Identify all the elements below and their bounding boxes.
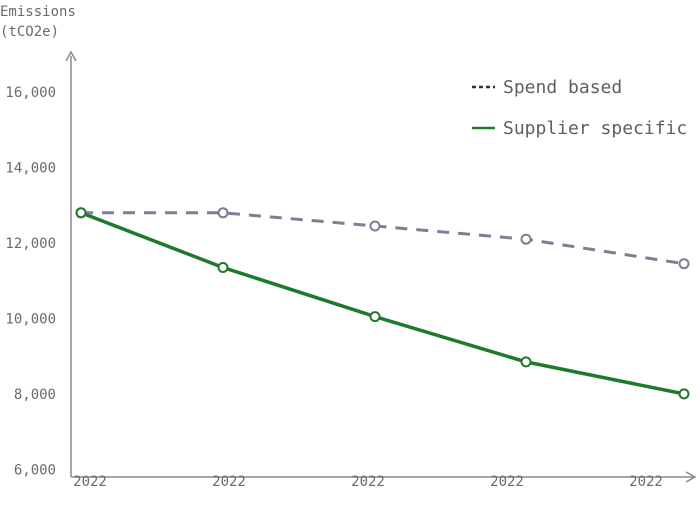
x-tick-label: 2022: [629, 474, 663, 490]
data-point-supplier-specific: [520, 356, 532, 368]
y-tick-labels: 6,000 8,000 10,000 12,000 14,000 16,000: [5, 85, 56, 479]
series-lines: [79, 211, 686, 396]
legend: Spend based Supplier specific: [472, 77, 687, 139]
legend-label-supplier-specific: Supplier specific: [503, 118, 687, 139]
axes: [65, 50, 697, 483]
x-tick-label: 2022: [351, 474, 385, 490]
data-point-spend-based: [520, 233, 532, 245]
series-line-supplier-specific: [79, 211, 686, 396]
y-axis-label-line2: (tCO2e): [0, 24, 59, 40]
data-point-supplier-specific: [369, 311, 381, 323]
y-axis-label-line1: Emissions: [0, 4, 76, 20]
x-tick-labels: 2022 2022 2022 2022 2022: [73, 474, 663, 490]
series-line-spend-based: [81, 211, 685, 266]
x-tick-label: 2022: [490, 474, 524, 490]
x-tick-label: 2022: [212, 474, 246, 490]
data-point-spend-based: [678, 258, 690, 270]
y-tick-label: 14,000: [5, 160, 56, 176]
data-point-supplier-specific: [678, 388, 690, 400]
x-axis-arrow: [685, 471, 697, 483]
y-axis-arrow: [65, 50, 77, 62]
y-tick-label: 12,000: [5, 236, 56, 252]
data-point-supplier-specific: [217, 262, 229, 273]
data-point-supplier-specific: [75, 207, 87, 219]
series-points: [75, 207, 690, 400]
y-tick-label: 6,000: [14, 462, 56, 478]
y-tick-label: 8,000: [14, 387, 56, 403]
data-point-spend-based: [217, 207, 229, 219]
x-tick-label: 2022: [73, 474, 107, 490]
y-tick-label: 10,000: [5, 311, 56, 327]
legend-label-spend-based: Spend based: [503, 77, 622, 98]
data-point-spend-based: [369, 220, 381, 232]
y-tick-label: 16,000: [5, 85, 56, 101]
